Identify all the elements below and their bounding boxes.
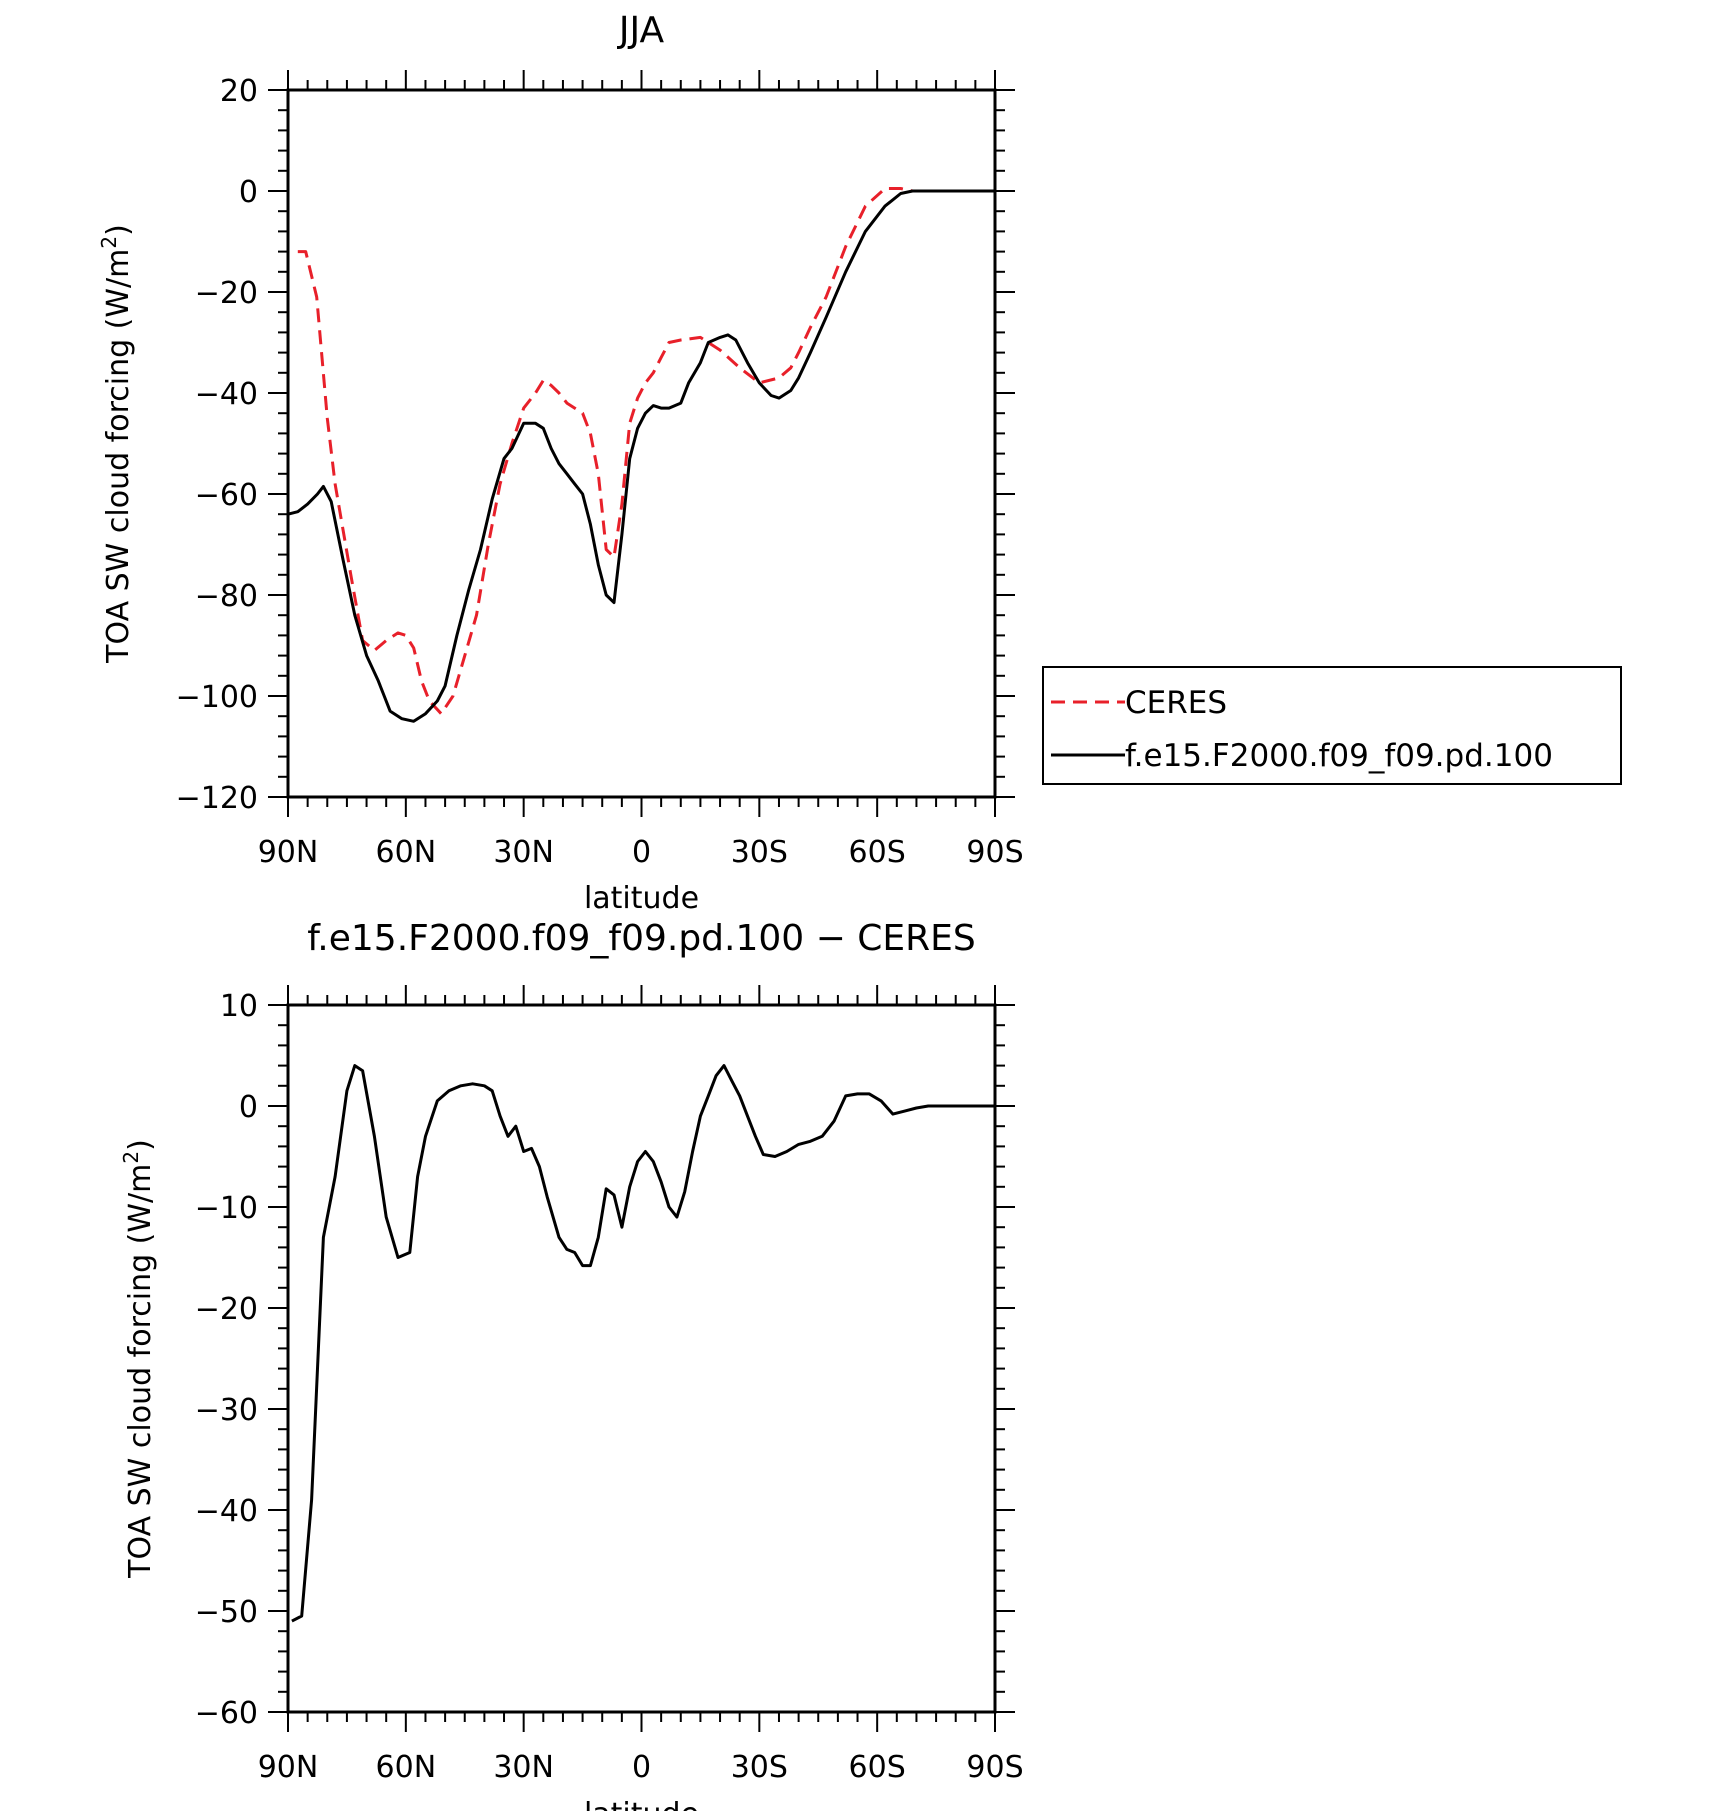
y-axis-title: TOA SW cloud forcing (W/m2) [97,224,136,664]
y-tick-label: 10 [220,989,258,1024]
x-tick-label: 30S [731,835,788,870]
x-tick-label: 60S [849,1750,906,1785]
y-axis-title-superscript: 2 [119,1151,143,1164]
y-tick-label: −10 [195,1191,258,1226]
y-tick-label: 0 [239,175,258,210]
x-tick-label: 60S [849,835,906,870]
y-tick-label: −20 [195,276,258,311]
y-tick-label: −50 [195,1595,258,1630]
x-tick-label: 90N [258,1750,319,1785]
y-tick-label: 20 [220,74,258,109]
x-tick-label: 0 [632,835,651,870]
x-tick-label: 60N [376,835,437,870]
chart-title: JJA [617,10,665,51]
y-axis-title-close: ) [123,1139,158,1151]
y-tick-label: 0 [239,1090,258,1125]
x-tick-label: 90N [258,835,319,870]
y-tick-label: −60 [195,1696,258,1731]
y-tick-label: −40 [195,377,258,412]
x-tick-label: 30N [493,1750,554,1785]
legend-label: CERES [1125,685,1227,721]
series-line-ceres [297,187,995,716]
x-tick-label: 60N [376,1750,437,1785]
y-axis-title-close: ) [101,224,136,236]
x-tick-label: 90S [966,835,1023,870]
y-tick-label: −60 [195,478,258,513]
y-tick-label: −20 [195,1292,258,1327]
chart-title: f.e15.F2000.f09_f09.pd.100 − CERES [307,918,975,959]
series-line-difference [291,1064,995,1623]
y-tick-label: −40 [195,1494,258,1529]
y-tick-label: −100 [176,680,258,715]
y-tick-label: −30 [195,1393,258,1428]
y-axis-title-main: TOA SW cloud forcing (W/m [101,249,136,664]
y-axis-title: TOA SW cloud forcing (W/m2) [119,1139,158,1579]
x-tick-label: 90S [966,1750,1023,1785]
x-tick-label: 0 [632,1750,651,1785]
y-axis-title-superscript: 2 [97,236,121,249]
y-tick-label: −120 [176,781,258,816]
chart-panel-2: f.e15.F2000.f09_f09.pd.100 − CERES 10 0 −10… [119,918,1024,1811]
legend-label: f.e15.F2000.f09_f09.pd.100 [1125,738,1553,774]
y-tick-label: −80 [195,579,258,614]
legend: CERES f.e15.F2000.f09_f09.pd.100 [1042,666,1622,785]
x-tick-label: 30S [731,1750,788,1785]
x-tick-label: 30N [493,835,554,870]
x-axis-title: latitude [584,881,699,916]
x-axis-title: latitude [584,1797,699,1811]
legend-box [1042,666,1622,785]
series-line-model [287,189,995,723]
plot-frame [286,88,997,799]
y-axis-title-main: TOA SW cloud forcing (W/m [123,1164,158,1579]
